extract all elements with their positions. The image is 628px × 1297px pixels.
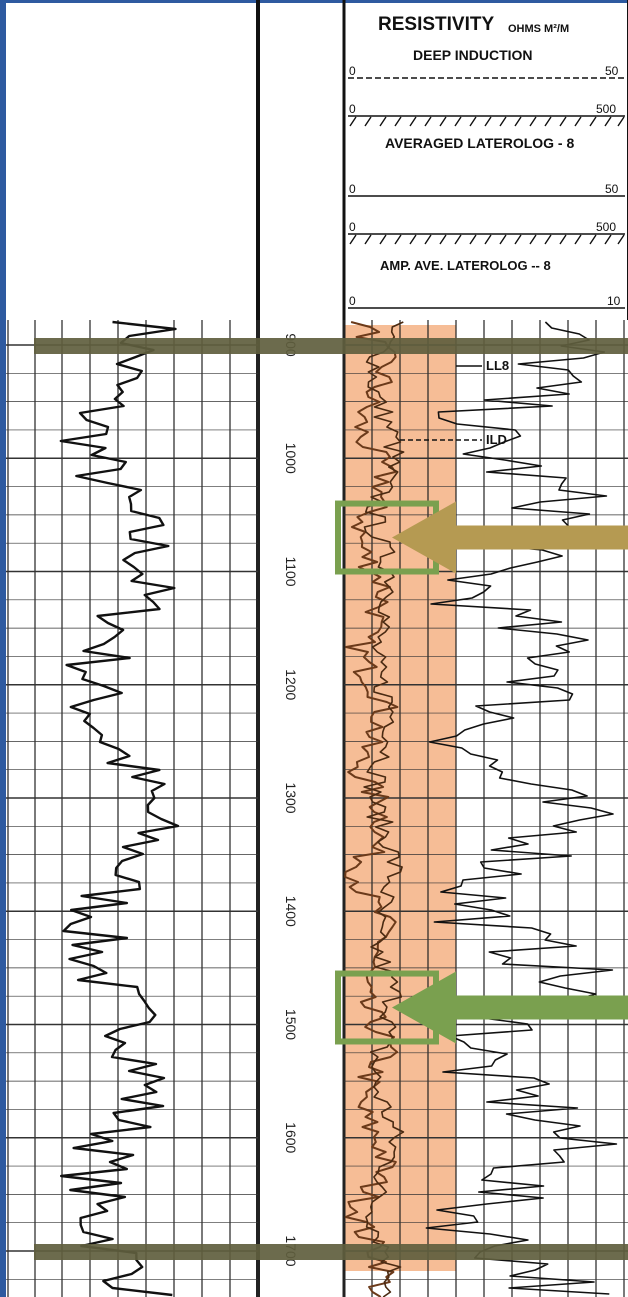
- depth-label: 1300: [283, 782, 299, 813]
- scale-min-4: 0: [349, 220, 356, 234]
- scale-min-3: 0: [349, 182, 356, 196]
- resistivity-header: RESISTIVITY OHMS M²/M DEEP INDUCTION 0 5…: [256, 0, 628, 320]
- arrow-icon: [392, 971, 628, 1044]
- top-depth-bar: [34, 338, 628, 354]
- scale-min-5: 0: [349, 294, 356, 308]
- depth-label: 1200: [283, 669, 299, 700]
- ild-curve: [344, 321, 399, 1297]
- ild-label: ILD: [486, 432, 507, 447]
- depth-label: 1100: [283, 556, 299, 586]
- scale-hatch-2: [349, 234, 625, 245]
- ll8-label: LL8: [486, 358, 509, 373]
- scale-max-1: 50: [605, 64, 619, 78]
- sp-curve: [59, 320, 180, 1297]
- slide-frame-top: [0, 0, 628, 3]
- slide-frame-edge: [0, 0, 6, 1297]
- bottom-depth-bar: [34, 1244, 628, 1260]
- scale-max-4: 500: [596, 220, 616, 234]
- ll8-curve: [363, 321, 405, 1297]
- scale-hatch-1: [349, 116, 625, 127]
- depth-label: 1600: [283, 1122, 299, 1153]
- scale-max-5: 10: [607, 294, 621, 308]
- header-units: OHMS M²/M: [508, 23, 569, 35]
- header-title: RESISTIVITY: [378, 14, 494, 35]
- track-name-amp-ave-laterolog: AMP. AVE. LATEROLOG -- 8: [380, 258, 551, 273]
- log-body: 90010001100120013001400150016001700LL8IL…: [6, 320, 628, 1297]
- depth-label: 1500: [283, 1009, 299, 1040]
- depth-label: 1000: [283, 443, 299, 474]
- arrow-icon: [392, 501, 628, 574]
- scale-min-2: 0: [349, 102, 356, 116]
- depth-label: 1400: [283, 896, 299, 927]
- track-name-averaged-laterolog: AVERAGED LATEROLOG - 8: [385, 135, 574, 151]
- scale-max-3: 50: [605, 182, 619, 196]
- track-name-deep-induction: DEEP INDUCTION: [413, 47, 533, 63]
- scale-min-1: 0: [349, 64, 356, 78]
- scale-max-2: 500: [596, 102, 616, 116]
- amp-laterolog-curve: [425, 321, 618, 1295]
